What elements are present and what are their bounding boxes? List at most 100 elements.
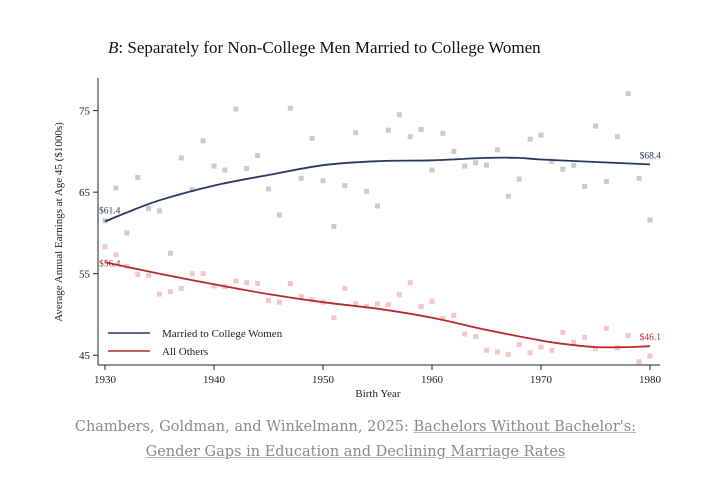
- marker-married-1964: [473, 160, 479, 166]
- marker-married-1944: [255, 153, 261, 158]
- marker-others-1967: [505, 351, 511, 357]
- marker-married-1978: [625, 91, 631, 96]
- marker-married-1937: [178, 155, 184, 161]
- x-tick-label-1930: 1930: [94, 374, 117, 386]
- marker-others-1964: [473, 334, 479, 339]
- marker-married-1974: [582, 183, 588, 189]
- marker-others-1931: [113, 252, 119, 258]
- marker-others-1939: [200, 271, 206, 277]
- marker-others-1957: [396, 292, 402, 298]
- marker-others-1958: [407, 280, 413, 286]
- x-tick-label-1950: 1950: [312, 374, 335, 386]
- marker-others-1945: [266, 298, 271, 304]
- marker-others-1951: [331, 315, 337, 321]
- marker-married-1971: [549, 158, 555, 164]
- x-tick-label-1980: 1980: [639, 374, 662, 386]
- marker-married-1980: [647, 217, 653, 223]
- marker-others-1943: [244, 280, 250, 286]
- marker-others-1961: [440, 316, 446, 321]
- marker-others-1966: [494, 349, 500, 355]
- marker-married-1946: [276, 212, 282, 218]
- marker-married-1965: [484, 162, 489, 168]
- marker-others-1959: [418, 303, 424, 309]
- x-tick-label-1960: 1960: [421, 374, 444, 386]
- x-axis-ticks: 1930 1940 1950 1960 1970 1980: [94, 365, 662, 386]
- start-label-others: $56.4: [99, 258, 121, 269]
- marker-others-1969: [527, 350, 533, 356]
- y-tick-label-45: 45: [79, 350, 91, 362]
- marker-others-1956: [385, 302, 391, 308]
- marker-others-1954: [364, 303, 370, 309]
- marker-others-1930: [102, 244, 108, 250]
- x-tick-label-1940: 1940: [203, 374, 226, 386]
- marker-married-1945: [266, 186, 271, 192]
- marker-others-1948: [298, 294, 304, 299]
- marker-married-1934: [146, 206, 152, 211]
- marker-married-1943: [244, 166, 250, 171]
- legend-label-married: Married to College Women: [162, 328, 283, 340]
- marker-married-1932: [124, 230, 130, 236]
- marker-others-1953: [353, 301, 359, 307]
- marker-others-1970: [538, 344, 544, 350]
- paper-link[interactable]: Bachelors Without Bachelor's: Gender Gaps…: [146, 419, 636, 460]
- marker-married-1962: [451, 148, 457, 154]
- marker-others-1968: [516, 342, 522, 348]
- marker-married-1953: [353, 130, 359, 136]
- start-label-married: $61.4: [99, 206, 121, 217]
- marker-married-1949: [309, 135, 315, 141]
- marker-married-1966: [494, 147, 500, 153]
- marker-married-1968: [516, 176, 522, 182]
- marker-married-1976: [603, 179, 609, 184]
- marker-married-1933: [135, 175, 141, 180]
- marker-married-1952: [342, 183, 348, 189]
- y-axis-ticks: 45 55 65 75: [79, 106, 98, 362]
- marker-married-1959: [418, 126, 424, 132]
- marker-others-1946: [276, 299, 282, 305]
- marker-others-1952: [342, 285, 348, 291]
- chart-title: B: Separately for Non-College Men Marrie…: [108, 38, 541, 57]
- marker-married-1942: [233, 106, 239, 112]
- marker-married-1967: [505, 193, 511, 199]
- marker-married-1969: [527, 136, 533, 142]
- x-tick-label-1970: 1970: [530, 374, 553, 386]
- chart-title-text: : Separately for Non-College Men Married…: [118, 38, 541, 57]
- marker-married-1972: [560, 166, 566, 172]
- figure-caption: Chambers, Goldman, and Winkelmann, 2025:…: [40, 415, 671, 465]
- marker-married-1957: [396, 112, 402, 118]
- x-axis-title: Birth Year: [355, 388, 401, 400]
- y-tick-label-75: 75: [79, 106, 91, 118]
- marker-married-1977: [614, 134, 620, 140]
- y-tick-label-65: 65: [79, 187, 91, 199]
- marker-others-1936: [167, 289, 173, 295]
- paper-link-line2: Gender Gaps in Education and Declining M…: [145, 444, 566, 460]
- marker-others-1937: [178, 285, 184, 291]
- marker-married-1938: [189, 187, 195, 193]
- marker-married-1961: [440, 130, 446, 136]
- marker-married-1973: [571, 162, 577, 168]
- marker-married-1956: [385, 127, 391, 133]
- marker-married-1979: [636, 175, 642, 181]
- legend-label-others: All Others: [162, 346, 208, 358]
- marker-married-1954: [364, 188, 370, 194]
- marker-married-1936: [167, 250, 173, 256]
- caption-authors: Chambers, Goldman, and Winkelmann, 2025:: [74, 419, 414, 435]
- marker-others-1934: [146, 272, 152, 278]
- marker-others-1962: [451, 312, 457, 318]
- marker-others-1955: [375, 301, 380, 307]
- marker-others-1965: [484, 347, 489, 353]
- fit-line-others: [104, 261, 651, 349]
- marker-married-1963: [462, 163, 468, 169]
- marker-others-1960: [429, 298, 435, 304]
- legend: Married to College Women All Others: [108, 328, 283, 358]
- marker-married-1931: [113, 185, 119, 191]
- marker-others-1971: [549, 347, 555, 353]
- end-label-others: $46.1: [640, 332, 662, 343]
- marker-married-1975: [593, 123, 598, 129]
- marker-married-1950: [320, 178, 326, 184]
- marker-others-1979: [636, 359, 642, 365]
- fit-lines: [104, 156, 651, 349]
- y-axis-title: Average Annual Earnings at Age 45 ($1000…: [53, 122, 65, 322]
- marker-others-1972: [560, 329, 566, 335]
- marker-married-1948: [298, 175, 304, 181]
- marker-married-1960: [429, 167, 435, 173]
